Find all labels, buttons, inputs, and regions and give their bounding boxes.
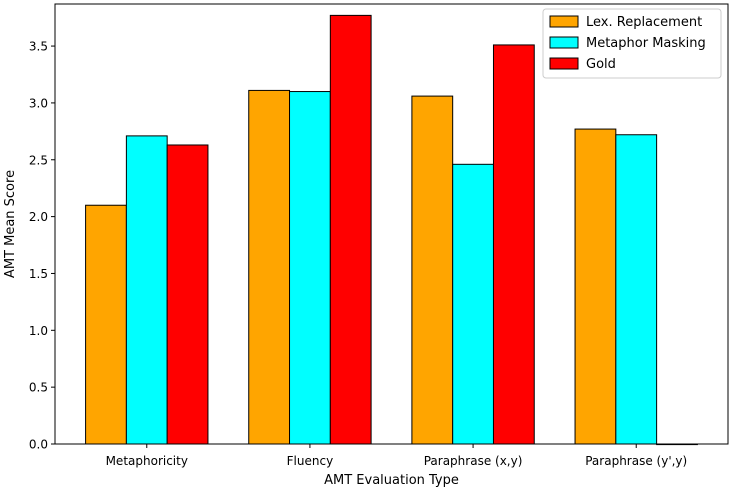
bar-gold-3 xyxy=(492,44,535,445)
y-tick-label: 2.5 xyxy=(29,153,48,167)
legend-swatch xyxy=(549,57,579,70)
bar-gold-2 xyxy=(329,14,372,445)
legend-swatch xyxy=(549,15,579,28)
legend-swatch xyxy=(549,36,579,49)
x-tick-label: Paraphrase (x,y) xyxy=(424,454,523,468)
x-tick-label: Paraphrase (y',y) xyxy=(585,454,687,468)
y-axis: 0.0 0.5 1.0 1.5 2.0 2.5 3.0 3.5 xyxy=(29,40,55,452)
bar-lex-replacement-3 xyxy=(411,95,454,445)
y-axis-label: AMT Mean Score xyxy=(3,170,18,278)
bars-group xyxy=(85,14,698,446)
bar-gold-1 xyxy=(166,144,209,445)
y-tick-label: 0.5 xyxy=(29,381,48,395)
bar-metaphor-masking-2 xyxy=(289,91,331,445)
bar-lex-replacement-2 xyxy=(248,89,291,445)
bar-metaphor-masking-3 xyxy=(452,163,494,445)
legend: Lex. Replacement Metaphor Masking Gold xyxy=(542,8,722,79)
y-tick-label: 1.0 xyxy=(29,324,48,338)
bar-metaphor-masking-1 xyxy=(125,135,168,445)
legend-box xyxy=(542,8,722,79)
bar-metaphor-masking-4 xyxy=(615,134,658,445)
legend-label: Metaphor Masking xyxy=(586,36,706,51)
y-tick-label: 1.5 xyxy=(29,267,48,281)
legend-label: Lex. Replacement xyxy=(586,15,702,30)
y-tick-label: 2.0 xyxy=(29,210,48,224)
x-tick-label: Fluency xyxy=(287,454,334,468)
bar-lex-replacement-1 xyxy=(85,204,127,445)
y-tick-label: 0.0 xyxy=(29,438,48,452)
legend-label: Gold xyxy=(586,57,616,72)
bar-lex-replacement-4 xyxy=(574,128,617,445)
x-tick-label: Metaphoricity xyxy=(106,454,188,468)
x-axis: Metaphoricity Fluency Paraphrase (x,y) Para… xyxy=(106,444,687,468)
x-axis-label: AMT Evaluation Type xyxy=(324,473,459,488)
y-tick-label: 3.0 xyxy=(29,96,48,110)
plot-frame xyxy=(54,3,729,445)
y-tick-label: 3.5 xyxy=(29,40,48,54)
